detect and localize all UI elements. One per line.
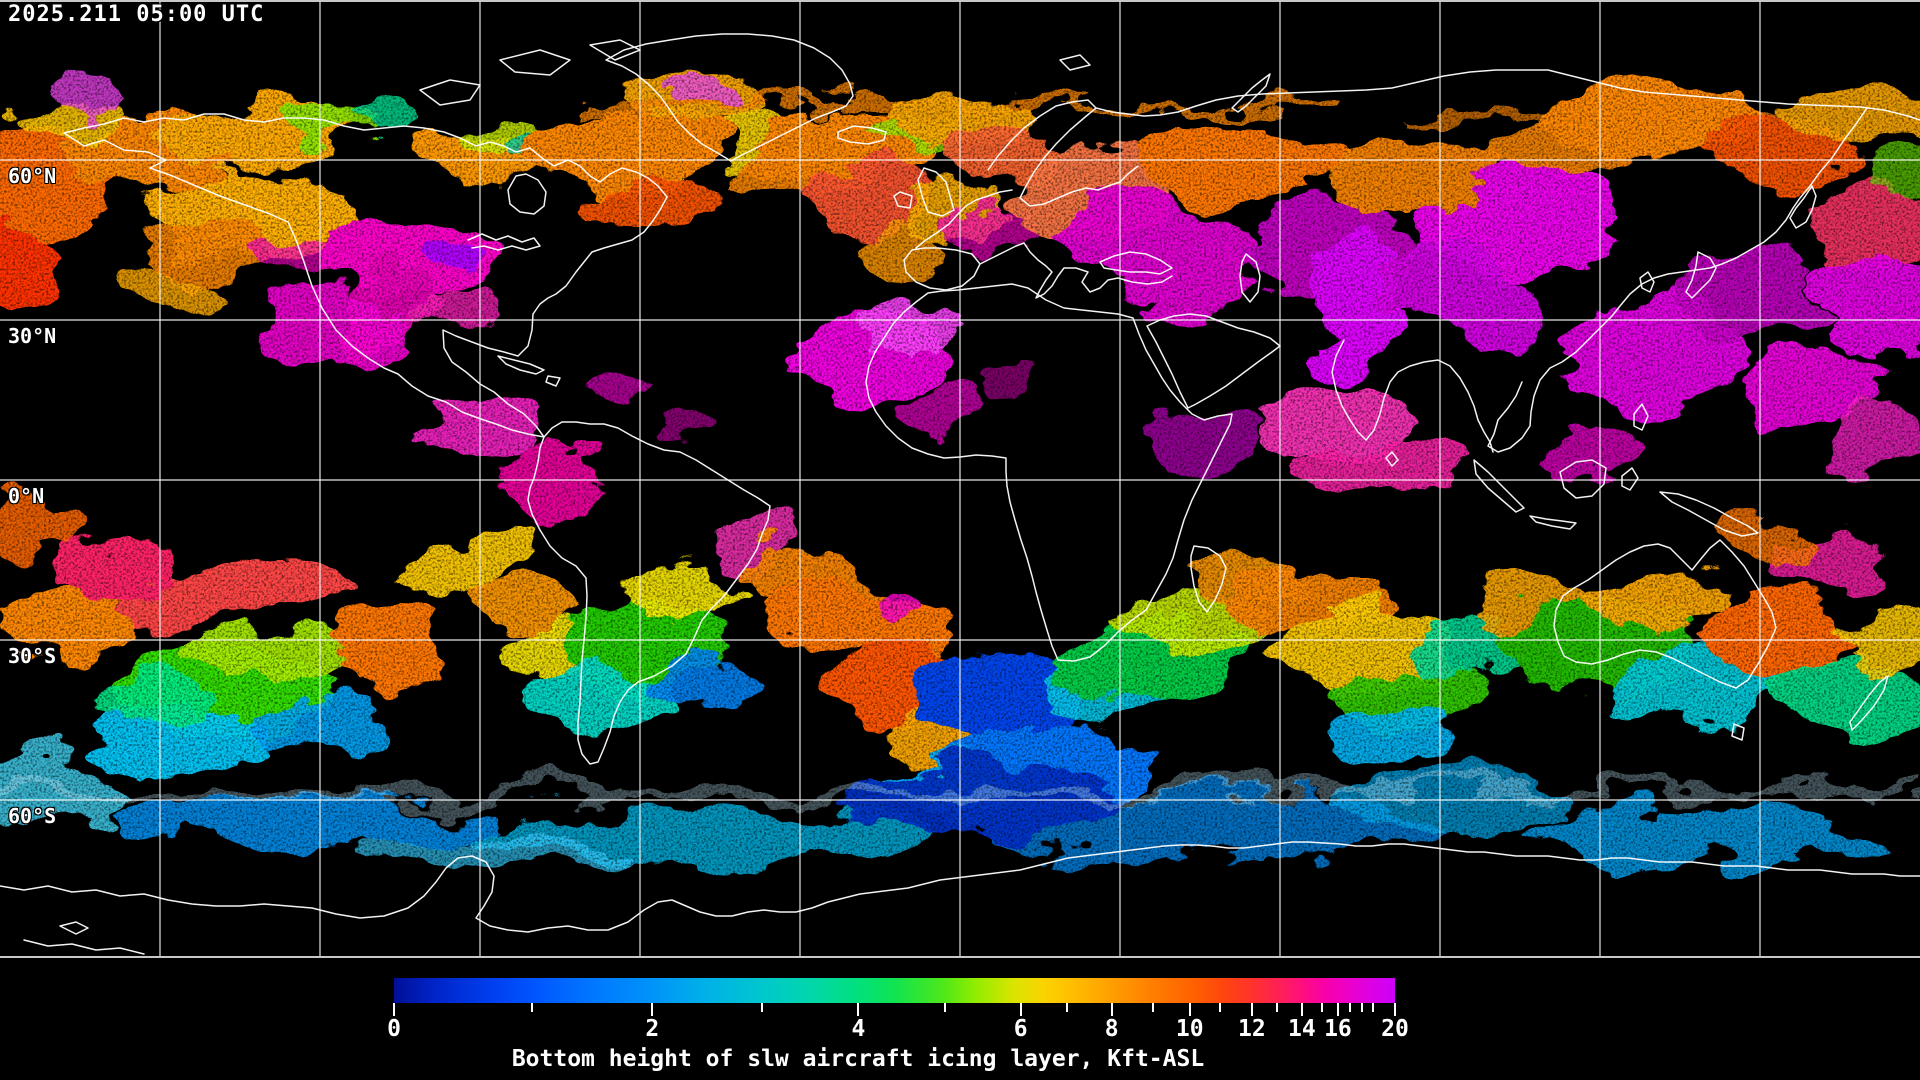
colorbar-minor-tick: [1348, 1003, 1351, 1012]
latitude-label: 30°S: [8, 644, 57, 668]
colorbar-tick-label: 2: [645, 1016, 660, 1042]
colorbar-tick-label: 20: [1381, 1016, 1409, 1042]
colorbar-major-tick: [393, 1003, 395, 1016]
colorbar-minor-tick: [1218, 1003, 1221, 1012]
latitude-label: 60°S: [8, 804, 57, 828]
timestamp: 2025.211 05:00 UTC: [8, 2, 265, 27]
colorbar-tick-label: 12: [1237, 1016, 1266, 1042]
colorbar-major-tick: [1394, 1003, 1396, 1016]
colorbar-major-tick: [1019, 1003, 1022, 1016]
latitude-label: 60°N: [8, 164, 57, 188]
colorbar-tick-label: 8: [1104, 1016, 1119, 1042]
world-map: 2025.211 05:00 UTC 60°N 30°N 0°N 30°S 60°S: [0, 0, 1920, 960]
colorbar-area: 0 2 4 6 8 10 12 14 16 20 Bottom height of slw air…: [0, 960, 1920, 1080]
colorbar-minor-tick: [1275, 1003, 1278, 1012]
map-canvas: [0, 0, 1920, 960]
graticule: [0, 2, 1920, 956]
colorbar-tick-label: 6: [1013, 1016, 1028, 1042]
colorbar-caption: Bottom height of slw aircraft icing laye…: [511, 1046, 1205, 1072]
colorbar-tick-label: 14: [1288, 1016, 1316, 1042]
colorbar-tick-label: 10: [1175, 1016, 1204, 1042]
latitude-label: 30°N: [8, 324, 57, 348]
colorbar-minor-tick: [1151, 1003, 1154, 1012]
colorbar-major-tick: [1250, 1003, 1253, 1016]
colorbar-minor-tick: [1320, 1003, 1323, 1012]
colorbar-minor-tick: [1360, 1003, 1363, 1012]
colorbar-minor-tick: [943, 1003, 946, 1012]
colorbar-minor-tick: [761, 1003, 764, 1012]
colorbar-minor-tick: [1065, 1003, 1068, 1012]
colorbar-major-tick: [1336, 1003, 1339, 1016]
colorbar-minor-tick: [531, 1003, 534, 1012]
colorbar-tick-label: 0: [387, 1016, 401, 1042]
coastlines: [0, 33, 1920, 955]
colorbar-major-tick: [1300, 1003, 1303, 1016]
colorbar-minor-tick: [1371, 1003, 1374, 1012]
colorbar-tick-label: 16: [1324, 1016, 1352, 1042]
colorbar-major-tick: [651, 1003, 654, 1016]
colorbar-major-tick: [857, 1003, 860, 1016]
colorbar-major-tick: [1188, 1003, 1191, 1016]
colorbar-tick-label: 4: [851, 1016, 866, 1042]
colorbar-gradient: [394, 978, 1395, 1003]
latitude-label: 0°N: [8, 484, 45, 508]
colorbar-major-tick: [1110, 1003, 1113, 1016]
map-frame: [0, 0, 1920, 958]
